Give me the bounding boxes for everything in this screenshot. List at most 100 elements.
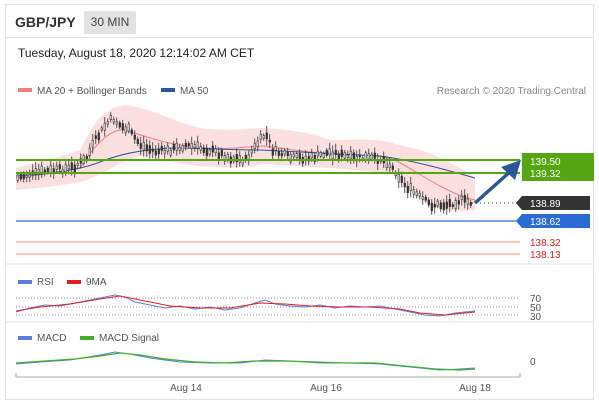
candle-body <box>154 150 157 156</box>
candle-body <box>112 119 115 123</box>
header-divider <box>6 37 593 38</box>
candle-body <box>199 146 202 151</box>
support-label-1: 138.32 <box>530 238 561 249</box>
macd-line <box>15 351 476 371</box>
candle-body <box>271 148 274 156</box>
rsi-ma-line <box>15 295 476 316</box>
candle-body <box>217 152 220 159</box>
candle-body <box>397 173 400 183</box>
candle-body <box>430 202 433 212</box>
macd-label-0: 0 <box>530 357 536 368</box>
candle-body <box>178 147 181 151</box>
candle-body <box>193 144 196 149</box>
candle-body <box>121 123 124 131</box>
candle-body <box>100 127 103 131</box>
candle-body <box>184 142 187 147</box>
candle-body <box>28 174 31 178</box>
x-tick-aug18: Aug 18 <box>459 383 491 394</box>
candle-body <box>73 164 76 173</box>
trend-arrow-shaft <box>473 168 514 205</box>
candle-body <box>454 200 457 209</box>
candle-body <box>76 163 79 166</box>
last-price-label-box <box>516 196 590 210</box>
candle-body <box>433 204 436 208</box>
candle-body <box>265 132 268 140</box>
candle-body <box>451 204 454 207</box>
candle-body <box>460 195 463 200</box>
candle-body <box>190 142 193 149</box>
candle-body <box>358 154 361 158</box>
legend-swatch-ma20 <box>18 88 32 92</box>
candle-body <box>367 153 370 160</box>
candle-body <box>160 146 163 151</box>
candle-body <box>319 152 322 157</box>
price-candles <box>16 112 472 215</box>
candle-body <box>457 200 460 205</box>
candle-body <box>136 138 139 144</box>
candle-body <box>283 150 286 155</box>
candle-body <box>436 200 439 207</box>
candle-body <box>280 152 283 157</box>
x-tick-aug14: Aug 14 <box>170 383 202 394</box>
candle-body <box>463 194 466 203</box>
candle-body <box>115 121 118 125</box>
candle-body <box>19 173 22 180</box>
candle-body <box>328 148 331 156</box>
pivot-label: 138.62 <box>530 217 561 228</box>
macd-signal-line <box>15 352 476 371</box>
candle-body <box>181 145 184 152</box>
candle-body <box>313 155 316 162</box>
legend-macd: MACD <box>37 333 66 344</box>
resistance-label-2: 139.32 <box>530 169 561 180</box>
candle-body <box>268 139 271 143</box>
candle-body <box>97 132 100 141</box>
candle-body <box>385 160 388 168</box>
candle-body <box>274 146 277 151</box>
candle-body <box>400 176 403 183</box>
candle-body <box>334 149 337 155</box>
candle-body <box>331 151 334 160</box>
candle-body <box>91 140 94 148</box>
candle-body <box>58 164 61 170</box>
candle-body <box>388 163 391 169</box>
candle-body <box>169 149 172 156</box>
candle-body <box>325 149 328 156</box>
candle-body <box>310 152 313 159</box>
candle-body <box>157 148 160 155</box>
candle-body <box>175 142 178 151</box>
last-price-label: 138.89 <box>530 199 561 210</box>
legend-rsi: RSI <box>37 277 54 288</box>
ma50-line <box>15 147 476 179</box>
candle-body <box>346 154 349 158</box>
candle-body <box>469 202 472 206</box>
candle-body <box>88 147 91 156</box>
legend-rsi-ma: 9MA <box>86 277 107 288</box>
candle-body <box>139 143 142 149</box>
candle-body <box>442 202 445 211</box>
candle-body <box>340 149 343 158</box>
candle-body <box>163 149 166 154</box>
candle-body <box>412 189 415 195</box>
candle-body <box>205 147 208 157</box>
candle-body <box>406 186 409 194</box>
timeframe-button[interactable]: 30 MIN <box>84 11 136 34</box>
candle-body <box>256 140 259 148</box>
candle-body <box>244 154 247 160</box>
candle-body <box>202 147 205 153</box>
candle-body <box>127 123 130 132</box>
resistance-label-box <box>522 153 594 181</box>
candle-body <box>220 150 223 157</box>
chart-datetime: Tuesday, August 18, 2020 12:14:02 AM CET <box>18 46 255 60</box>
candle-body <box>343 152 346 159</box>
candle-body <box>370 153 373 160</box>
candle-body <box>250 149 253 154</box>
candle-body <box>94 135 97 139</box>
candle-body <box>295 153 298 158</box>
legend-swatch-rsi <box>18 280 32 284</box>
candle-body <box>427 199 430 206</box>
candle-body <box>22 174 25 180</box>
candle-body <box>322 153 325 158</box>
candle-body <box>337 154 340 160</box>
candle-body <box>55 165 58 170</box>
